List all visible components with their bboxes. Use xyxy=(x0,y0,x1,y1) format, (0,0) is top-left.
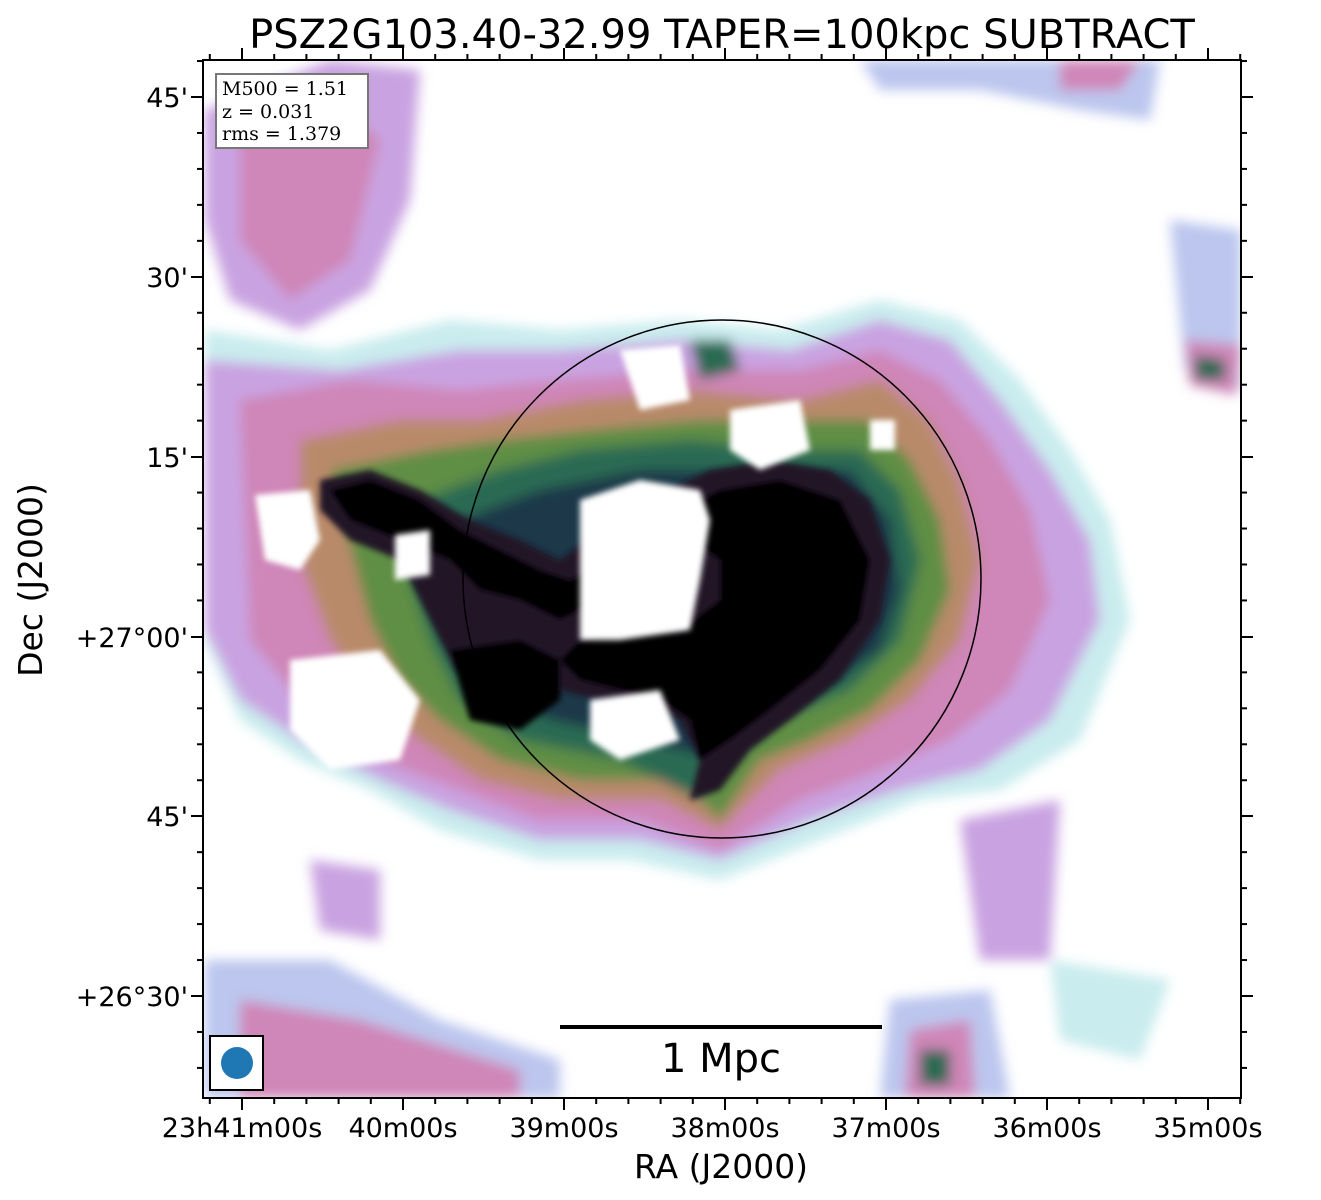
x-tick-label: 23h41m00s xyxy=(162,1113,323,1144)
x-tick-label: 36m00s xyxy=(992,1113,1101,1144)
info-box: M500 = 1.51 z = 0.031 rms = 1.379 xyxy=(215,73,369,149)
y-tick-label: +27°00' xyxy=(76,623,188,654)
axis-ticks xyxy=(191,48,1253,1110)
y-tick-label: 45' xyxy=(146,83,188,114)
info-redshift: z = 0.031 xyxy=(222,101,314,123)
info-rms: rms = 1.379 xyxy=(222,123,341,145)
y-axis-label: Dec (J2000) xyxy=(11,483,50,677)
figure-title: PSZ2G103.40-32.99 TAPER=100kpc SUBTRACT xyxy=(249,12,1195,58)
scale-bar-label: 1 Mpc xyxy=(661,1036,781,1082)
y-axis-tick-labels: 45' 30' 15' +27°00' 45' +26°30' xyxy=(76,83,188,1013)
y-tick-label: 30' xyxy=(146,263,188,294)
x-axis-tick-labels: 23h41m00s 40m00s 39m00s 38m00s 37m00s 36… xyxy=(162,1113,1263,1144)
radio-emission-map xyxy=(203,60,1241,1098)
x-tick-label: 38m00s xyxy=(670,1113,779,1144)
beam-ellipse xyxy=(221,1047,253,1079)
y-tick-label: 15' xyxy=(146,443,188,474)
info-m500: M500 = 1.51 xyxy=(222,78,348,100)
y-tick-label: +26°30' xyxy=(76,982,188,1013)
x-axis-label: RA (J2000) xyxy=(634,1147,808,1186)
x-tick-label: 37m00s xyxy=(831,1113,940,1144)
x-tick-label: 39m00s xyxy=(509,1113,618,1144)
r500-circle xyxy=(462,319,982,839)
plot-frame xyxy=(202,59,1242,1099)
x-tick-label: 35m00s xyxy=(1153,1113,1262,1144)
y-tick-label: 45' xyxy=(146,802,188,833)
x-tick-label: 40m00s xyxy=(348,1113,457,1144)
